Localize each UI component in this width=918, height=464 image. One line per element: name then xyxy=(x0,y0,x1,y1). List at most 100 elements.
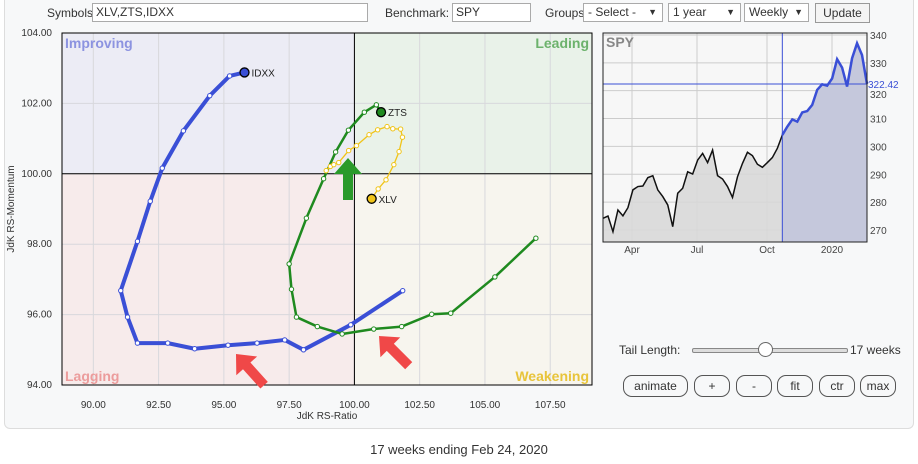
idxx-tail-point xyxy=(226,73,233,79)
xlv-tail-point xyxy=(391,161,397,168)
zts-tail-point xyxy=(398,323,405,330)
zts-tail-point xyxy=(288,286,295,292)
zoom-out-button[interactable]: - xyxy=(736,375,772,397)
zts-tail-point xyxy=(361,109,368,115)
update-button[interactable]: Update xyxy=(815,3,870,23)
idxx-label: IDXX xyxy=(251,68,275,79)
center-button[interactable]: ctr xyxy=(819,375,855,397)
x-tick-label: 90.00 xyxy=(81,400,106,411)
groups-select[interactable]: - Select - ▼ xyxy=(583,3,663,22)
zts-tail-point xyxy=(448,310,454,316)
zoom-in-button[interactable]: + xyxy=(694,375,730,397)
y-tick-label: 98.00 xyxy=(27,239,52,250)
xlv-tail-point xyxy=(399,134,406,140)
lagging-label: Lagging xyxy=(65,368,119,384)
spy-line xyxy=(602,134,784,235)
xlv-tail-point xyxy=(336,159,342,166)
spy-tail-area xyxy=(782,43,867,242)
x-tick-label: 102.50 xyxy=(404,400,435,411)
dropdown-arrow-icon: ▼ xyxy=(726,7,735,17)
y-tick-label: 96.00 xyxy=(27,310,52,321)
zts-tail-point xyxy=(314,323,321,330)
y-tick-label: 104.00 xyxy=(21,28,52,39)
dropdown-arrow-icon: ▼ xyxy=(648,7,657,17)
red-arrow-icon-shape xyxy=(236,354,268,389)
xlv-tail-point xyxy=(323,167,329,174)
idxx-tail-point xyxy=(147,198,153,204)
zts-tail-point xyxy=(293,314,300,320)
benchmark-input[interactable]: SPY xyxy=(452,3,531,22)
xlv-tail-point xyxy=(384,123,390,130)
green-arrow-icon xyxy=(334,158,362,200)
dropdown-arrow-icon: ▼ xyxy=(794,7,803,17)
idxx-tail-point xyxy=(165,340,171,346)
xlv-head[interactable] xyxy=(366,193,377,204)
xlv-label: XLV xyxy=(379,195,397,206)
idxx-tail-point xyxy=(400,287,406,294)
xlv-tail-point xyxy=(353,142,360,149)
spy-y-tick: 280 xyxy=(870,198,887,209)
x-tick-label: 100.00 xyxy=(339,400,370,411)
period-value: 1 year xyxy=(673,5,707,19)
zts-tail-point xyxy=(320,176,327,182)
tail-length-label: Tail Length: xyxy=(619,343,681,357)
zts-tail-point xyxy=(286,261,292,267)
animate-button[interactable]: animate xyxy=(623,375,688,397)
idxx-tail-point xyxy=(225,342,231,348)
zts-tail-point xyxy=(303,215,310,221)
improving-label: Improving xyxy=(65,35,133,51)
idxx-tail-point xyxy=(180,128,187,134)
y-tick-label: 102.00 xyxy=(21,98,52,109)
spy-title: SPY xyxy=(606,34,635,50)
zts-tail-point xyxy=(373,102,380,108)
spy-y-tick: 290 xyxy=(870,170,887,181)
spy-tail-line xyxy=(781,39,869,136)
zts-label: ZTS xyxy=(388,108,407,119)
spy-y-tick: 300 xyxy=(870,142,887,153)
frequency-select[interactable]: Weekly ▼ xyxy=(744,3,809,22)
idxx-head[interactable] xyxy=(239,67,250,78)
symbols-input[interactable]: XLV,ZTS,IDXX xyxy=(92,3,368,22)
idxx-tail-point xyxy=(124,314,131,320)
zts-tail-point xyxy=(332,149,339,155)
idxx-tail-point xyxy=(254,340,260,346)
groups-value: - Select - xyxy=(588,5,637,19)
x-tick-label: 95.00 xyxy=(211,400,236,411)
zts-tail xyxy=(287,103,538,336)
red-arrow-icon xyxy=(236,354,268,389)
x-tick-label: 105.00 xyxy=(470,400,501,411)
idxx-tail-point xyxy=(159,165,165,171)
idxx-tail-point xyxy=(118,287,124,294)
tail-length-slider[interactable] xyxy=(692,342,848,357)
spy-y-tick: 310 xyxy=(870,115,887,126)
zts-tail-point xyxy=(492,274,498,280)
zts-head[interactable] xyxy=(375,107,387,118)
rrg-chart[interactable]: 90.00 92.50 95.00 97.50 100.00 102.50 105.00 10… xyxy=(0,0,918,430)
y-tick-label: 100.00 xyxy=(21,169,52,180)
slider-handle[interactable] xyxy=(758,342,774,357)
x-tick-label: 92.50 xyxy=(146,400,171,411)
fit-button[interactable]: fit xyxy=(777,375,813,397)
spy-y-tick: 340 xyxy=(870,31,887,42)
zts-tail-point xyxy=(371,326,377,332)
plot-border xyxy=(61,32,593,386)
xlv-tail-point xyxy=(331,161,337,168)
xlv-tail-point xyxy=(397,126,404,132)
y-axis-title: JdK RS-Momentum xyxy=(6,165,17,252)
xlv-tail-point xyxy=(375,186,381,192)
spy-x-tick: Oct xyxy=(759,245,775,256)
idxx-tail-point xyxy=(134,238,141,245)
weakening-label: Weakening xyxy=(515,368,589,384)
max-button[interactable]: max xyxy=(860,375,896,397)
spy-x-tick: Apr xyxy=(624,245,640,256)
green-arrow-icon-shape xyxy=(334,158,362,200)
footer-caption: 17 weeks ending Feb 24, 2020 xyxy=(370,442,548,457)
idxx-tail-point xyxy=(282,337,288,343)
x-tick-label: 97.50 xyxy=(277,400,302,411)
frequency-value: Weekly xyxy=(749,5,789,19)
tail-length-value: 17 weeks xyxy=(850,343,901,357)
idxx-tail xyxy=(118,70,405,352)
period-select[interactable]: 1 year ▼ xyxy=(668,3,741,22)
idxx-tail-point xyxy=(300,347,307,353)
spy-plot-border xyxy=(602,32,868,243)
